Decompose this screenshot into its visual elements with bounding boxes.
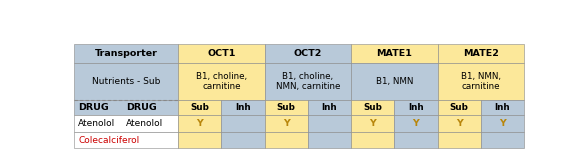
FancyBboxPatch shape: [265, 115, 308, 132]
FancyBboxPatch shape: [394, 115, 437, 132]
FancyBboxPatch shape: [437, 100, 481, 115]
FancyBboxPatch shape: [308, 132, 351, 148]
FancyBboxPatch shape: [481, 100, 524, 115]
FancyBboxPatch shape: [308, 115, 351, 132]
Text: Colecalciferol: Colecalciferol: [78, 136, 139, 145]
FancyBboxPatch shape: [265, 100, 308, 115]
FancyBboxPatch shape: [178, 63, 265, 100]
FancyBboxPatch shape: [73, 44, 178, 63]
Text: Y: Y: [456, 119, 462, 128]
FancyBboxPatch shape: [351, 132, 394, 148]
FancyBboxPatch shape: [394, 100, 437, 115]
FancyBboxPatch shape: [265, 63, 351, 100]
Text: Sub: Sub: [449, 103, 469, 112]
FancyBboxPatch shape: [437, 44, 524, 63]
FancyBboxPatch shape: [437, 115, 481, 132]
Text: Atenolol: Atenolol: [126, 119, 163, 128]
Text: Sub: Sub: [277, 103, 296, 112]
FancyBboxPatch shape: [351, 63, 437, 100]
Text: OCT2: OCT2: [294, 49, 322, 58]
Text: DRUG: DRUG: [126, 103, 157, 112]
FancyBboxPatch shape: [437, 132, 481, 148]
FancyBboxPatch shape: [351, 100, 394, 115]
Text: Sub: Sub: [191, 103, 209, 112]
FancyBboxPatch shape: [178, 115, 222, 132]
FancyBboxPatch shape: [222, 132, 265, 148]
Text: Y: Y: [369, 119, 376, 128]
Text: Inh: Inh: [408, 103, 424, 112]
Text: MATE1: MATE1: [377, 49, 412, 58]
Text: Sub: Sub: [363, 103, 382, 112]
FancyBboxPatch shape: [351, 44, 437, 63]
Text: Inh: Inh: [236, 103, 251, 112]
FancyBboxPatch shape: [481, 115, 524, 132]
Text: Nutrients - Sub: Nutrients - Sub: [92, 77, 160, 86]
FancyBboxPatch shape: [73, 115, 178, 132]
Text: B1, choline,
NMN, carnitine: B1, choline, NMN, carnitine: [276, 72, 340, 91]
Text: DRUG: DRUG: [78, 103, 109, 112]
FancyBboxPatch shape: [73, 132, 178, 148]
FancyBboxPatch shape: [437, 63, 524, 100]
Text: Atenolol: Atenolol: [78, 119, 115, 128]
Text: Y: Y: [196, 119, 203, 128]
Text: OCT1: OCT1: [208, 49, 236, 58]
Text: Transporter: Transporter: [94, 49, 157, 58]
FancyBboxPatch shape: [178, 132, 222, 148]
FancyBboxPatch shape: [73, 63, 178, 100]
Text: Y: Y: [499, 119, 505, 128]
Text: Inh: Inh: [322, 103, 338, 112]
Text: Y: Y: [413, 119, 419, 128]
Text: B1, NMN,
carnitine: B1, NMN, carnitine: [461, 72, 501, 91]
FancyBboxPatch shape: [265, 44, 351, 63]
FancyBboxPatch shape: [222, 100, 265, 115]
FancyBboxPatch shape: [178, 44, 265, 63]
Text: Inh: Inh: [494, 103, 510, 112]
Text: MATE2: MATE2: [463, 49, 498, 58]
FancyBboxPatch shape: [308, 100, 351, 115]
FancyBboxPatch shape: [265, 132, 308, 148]
FancyBboxPatch shape: [481, 132, 524, 148]
FancyBboxPatch shape: [351, 115, 394, 132]
FancyBboxPatch shape: [178, 100, 222, 115]
FancyBboxPatch shape: [394, 132, 437, 148]
FancyBboxPatch shape: [222, 115, 265, 132]
FancyBboxPatch shape: [73, 100, 178, 115]
Text: B1, NMN: B1, NMN: [375, 77, 413, 86]
Text: Y: Y: [283, 119, 290, 128]
Text: B1, choline,
carnitine: B1, choline, carnitine: [196, 72, 247, 91]
